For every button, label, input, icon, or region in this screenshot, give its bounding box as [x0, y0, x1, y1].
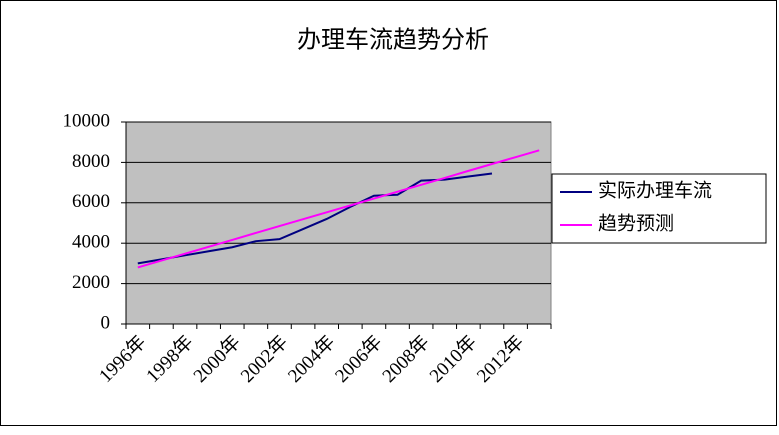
series-line [137, 172, 493, 265]
y-tick-label: 0 [101, 312, 111, 333]
legend-box [551, 173, 767, 244]
plot-area [125, 121, 552, 325]
legend-label: 实际办理车流 [598, 179, 712, 201]
y-tick-label: 10000 [63, 110, 111, 131]
y-tick-label: 4000 [72, 232, 110, 253]
y-tick-label: 2000 [72, 272, 110, 293]
y-tick-label: 6000 [72, 191, 110, 212]
legend-label: 趋势预测 [598, 212, 674, 234]
y-tick-label: 8000 [72, 151, 110, 172]
series-line [137, 149, 540, 269]
chart-title: 办理车流趋势分析 [297, 27, 489, 54]
